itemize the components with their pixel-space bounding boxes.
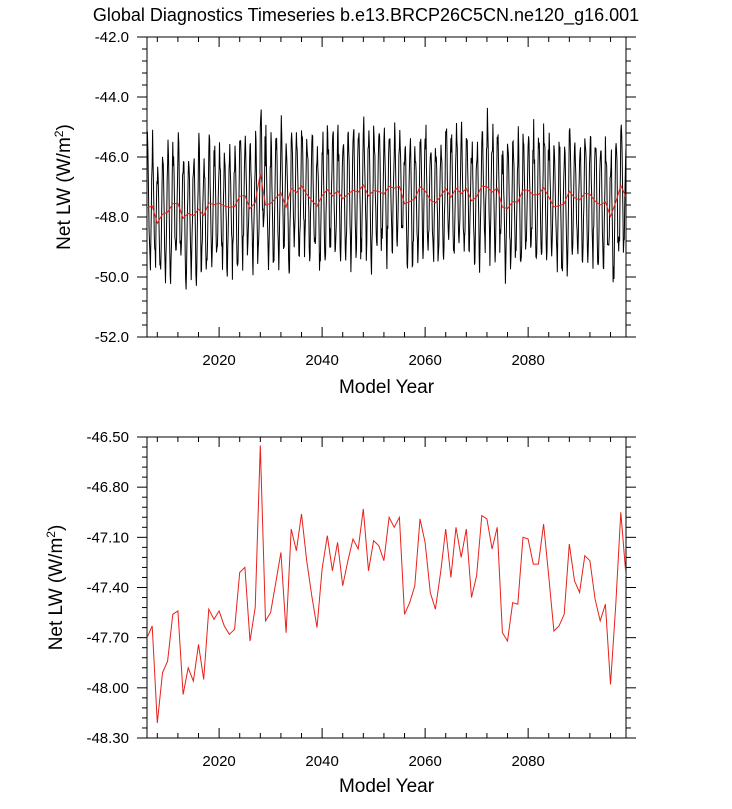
y-axis-label-close: ) [46,525,67,531]
x-tick-label: 2020 [202,352,235,369]
series-annual-mean-line [147,445,626,724]
x-axis-label: Model Year [339,776,435,797]
y-tick-label: -48.30 [86,730,129,747]
chart-top: 2020 2040 2060 2080 -52.0 -50.0 -48.0 -46.0 -44.… [52,29,636,398]
y-tick-label: -52.0 [95,329,129,346]
y-tick-label: -47.10 [86,529,129,546]
y-axis-label-superscript: 2 [52,130,66,137]
x-tick-label: 2080 [511,352,544,369]
x-tick-label: 2040 [305,352,338,369]
y-axis-label-superscript: 2 [44,531,58,538]
series-annual-mean-line [147,173,626,225]
chart-bottom: 2020 2040 2060 2080 -48.30 -48.00 -47.70 -47.40… [44,429,636,797]
y-tick-label: -50.0 [95,269,129,286]
x-tick-label: 2040 [305,753,338,770]
y-tick-label: -42.0 [95,29,129,46]
y-tick-label: -44.0 [95,89,129,106]
plot-frame [146,436,627,739]
figure-title: Global Diagnostics Timeseries b.e13.BRCP… [92,5,640,25]
y-tick-label: -48.00 [86,680,129,697]
y-tick-label: -48.0 [95,209,129,226]
y-axis-label-main: Net LW (W/m [54,137,75,250]
y-tick-label: -46.80 [86,479,129,496]
y-tick-label: -47.40 [86,580,129,597]
x-tick-label: 2020 [202,753,235,770]
y-tick-label: -47.70 [86,630,129,647]
x-axis-label: Model Year [339,377,435,398]
x-tick-label: 2080 [511,753,544,770]
y-tick-label: -46.0 [95,149,129,166]
y-axis-label: Net LW (W/m2) [44,525,67,651]
plot-frame [146,36,627,338]
y-axis-label-close: ) [54,124,75,130]
y-axis-label-main: Net LW (W/m [46,538,67,651]
x-tick-label: 2060 [408,352,441,369]
x-tick-label: 2060 [408,753,441,770]
series-monthly-line [147,107,626,290]
y-tick-label: -46.50 [86,429,129,446]
y-axis-label: Net LW (W/m2) [52,124,75,250]
